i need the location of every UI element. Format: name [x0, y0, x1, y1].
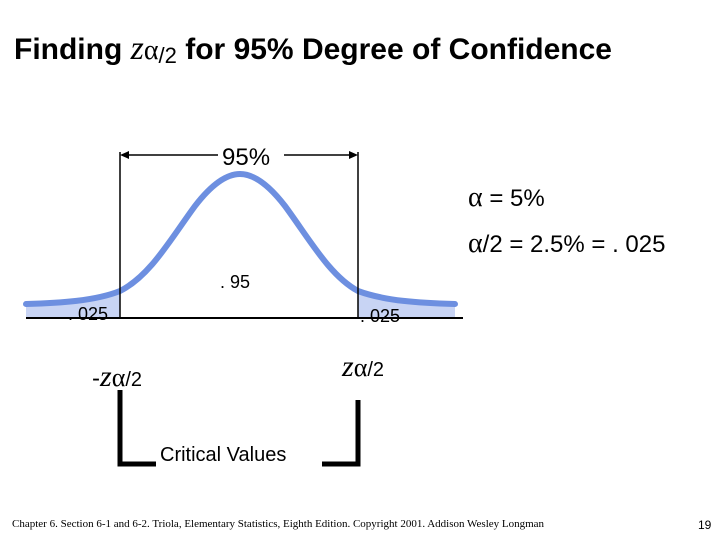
- left-tail-area: [26, 291, 120, 318]
- alpha-half-text: /2 = 2.5% = . 025: [482, 231, 666, 258]
- negative-critical-value-label: -zα/2: [92, 360, 142, 394]
- left-arrowhead: [120, 151, 129, 159]
- right-arrowhead: [349, 151, 358, 159]
- alpha-half-symbol: α: [468, 228, 483, 259]
- neg-alpha: α: [111, 363, 126, 392]
- alpha-value-text: = 5%: [482, 185, 545, 212]
- left-tail-label: . 025: [68, 304, 109, 324]
- title-half: /2: [158, 43, 177, 68]
- title-z: z: [130, 30, 144, 67]
- critical-values-label: Critical Values: [160, 444, 287, 466]
- page-number: 19: [698, 518, 712, 532]
- center-area-label: . 95: [220, 272, 251, 292]
- neg-half: /2: [125, 369, 142, 391]
- title-alpha: α: [143, 35, 159, 66]
- title-prefix: Finding: [14, 33, 131, 66]
- critical-values-bracket: [117, 390, 361, 467]
- right-tail-label: . 025: [360, 306, 401, 326]
- neg-z: z: [100, 360, 112, 393]
- confidence-percent-label: 95%: [222, 144, 271, 171]
- neg-sign: -: [92, 365, 100, 392]
- footer-citation: Chapter 6. Section 6-1 and 6-2. Triola, …: [12, 518, 545, 530]
- pos-z: z: [342, 350, 354, 383]
- pos-alpha: α: [353, 353, 368, 382]
- alpha-symbol: α: [468, 182, 483, 213]
- pos-half: /2: [367, 359, 384, 381]
- title-suffix: for 95% Degree of Confidence: [176, 33, 612, 66]
- alpha-half-label: α/2 = 2.5% = . 025: [468, 228, 665, 260]
- positive-critical-value-label: zα/2: [342, 350, 384, 384]
- alpha-value-label: α = 5%: [468, 182, 545, 214]
- slide-title: Finding zα/2 for 95% Degree of Confidenc…: [14, 30, 612, 68]
